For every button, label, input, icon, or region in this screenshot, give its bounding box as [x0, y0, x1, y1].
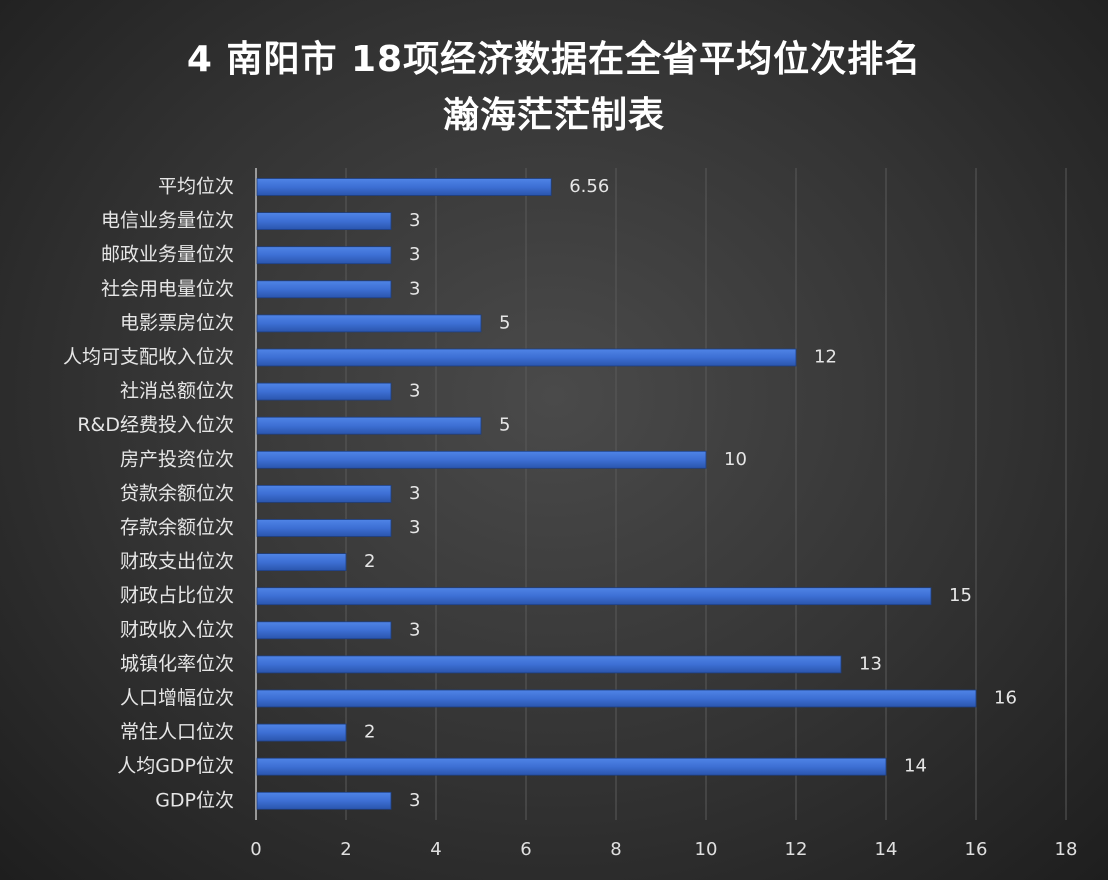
- data-label: 6.56: [569, 176, 609, 197]
- x-tick-label: 6: [520, 839, 531, 860]
- category-label: 社消总额位次: [120, 380, 234, 402]
- x-tick-label: 12: [785, 839, 808, 860]
- category-label: 人口增幅位次: [120, 687, 234, 709]
- chart-title: 4 南阳市 18项经济数据在全省平均位次排名: [186, 39, 922, 80]
- data-label: 3: [409, 278, 420, 299]
- category-label: 社会用电量位次: [101, 278, 234, 300]
- bar: [256, 280, 392, 299]
- category-label: GDP位次: [155, 789, 234, 811]
- bar: [256, 416, 482, 435]
- category-label: 房产投资位次: [120, 448, 234, 470]
- bar: [256, 587, 932, 606]
- bar: [256, 246, 392, 265]
- bar: [256, 178, 552, 196]
- data-label: 10: [724, 449, 747, 470]
- bar: [256, 791, 392, 810]
- data-label: 3: [409, 619, 420, 640]
- category-label: 财政收入位次: [120, 619, 234, 641]
- category-label: 电信业务量位次: [101, 210, 234, 232]
- category-label: 存款余额位次: [120, 517, 234, 539]
- data-label: 12: [814, 347, 837, 368]
- data-label: 5: [499, 312, 510, 333]
- x-tick-label: 0: [250, 839, 261, 860]
- chart-subtitle: 瀚海茫茫制表: [442, 95, 665, 136]
- category-label: 电影票房位次: [120, 312, 234, 334]
- data-label: 16: [994, 688, 1017, 709]
- data-label: 13: [859, 653, 882, 674]
- bar: [256, 382, 392, 401]
- x-tick-label: 18: [1055, 839, 1078, 860]
- category-label: 平均位次: [158, 176, 234, 198]
- category-label: 贷款余额位次: [120, 482, 234, 504]
- category-label: R&D经费投入位次: [77, 414, 234, 436]
- bar: [256, 723, 347, 742]
- bar: [256, 348, 797, 367]
- x-tick-label: 14: [875, 839, 898, 860]
- bar: [256, 519, 392, 537]
- bar: [256, 655, 842, 674]
- data-label: 5: [499, 415, 510, 436]
- x-tick-label: 8: [610, 839, 621, 860]
- x-tick-label: 4: [430, 839, 441, 860]
- bar: [256, 484, 392, 503]
- category-label: 常住人口位次: [120, 721, 234, 743]
- bar: [256, 621, 392, 640]
- category-label: 财政占比位次: [120, 585, 234, 607]
- x-tick-label: 10: [695, 839, 718, 860]
- category-label: 城镇化率位次: [120, 653, 234, 675]
- data-label: 2: [364, 551, 375, 572]
- data-label: 2: [364, 722, 375, 743]
- category-label: 邮政业务量位次: [101, 244, 234, 266]
- bar: [256, 757, 887, 776]
- data-label: 3: [409, 381, 420, 402]
- bar: [256, 314, 482, 333]
- data-label: 3: [409, 483, 420, 504]
- data-label: 3: [409, 244, 420, 265]
- data-label: 3: [409, 210, 420, 231]
- bar: [256, 689, 977, 708]
- data-label: 3: [409, 790, 420, 811]
- data-label: 3: [409, 517, 420, 538]
- x-tick-label: 2: [340, 839, 351, 860]
- x-tick-label: 16: [965, 839, 988, 860]
- bar: [256, 553, 347, 571]
- category-label: 财政支出位次: [120, 551, 234, 573]
- bar: [256, 212, 392, 231]
- category-label: 人均可支配收入位次: [63, 346, 234, 368]
- data-label: 15: [949, 585, 972, 606]
- bar: [256, 450, 707, 469]
- category-label: 人均GDP位次: [117, 755, 234, 777]
- data-label: 14: [904, 756, 927, 777]
